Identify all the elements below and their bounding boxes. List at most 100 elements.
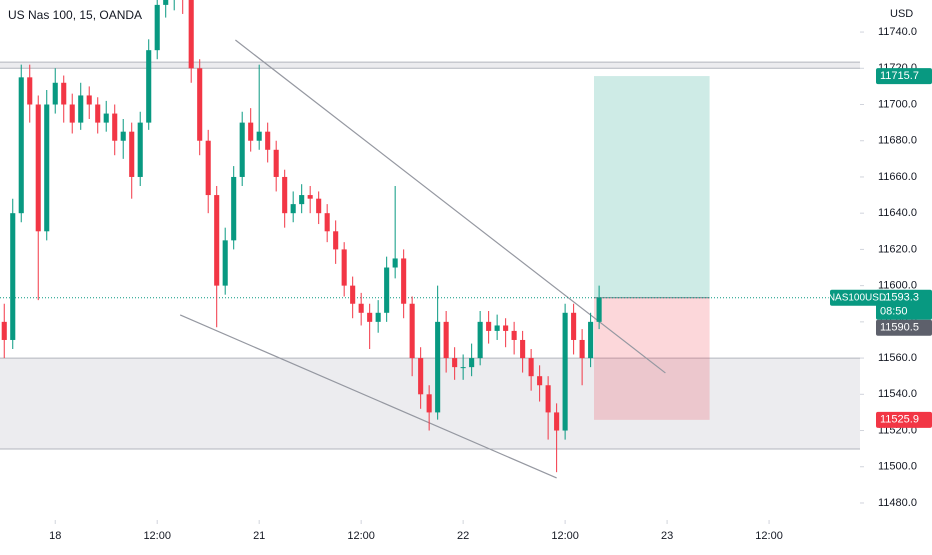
candle-body xyxy=(520,339,526,359)
candle-body xyxy=(588,321,594,359)
candle-body xyxy=(95,104,101,123)
y-tick-label: 11500.0 xyxy=(878,461,917,473)
countdown: 08:50 xyxy=(880,306,908,318)
candle-body xyxy=(44,104,50,232)
candle-body xyxy=(120,131,126,141)
y-tick-label: 11660.0 xyxy=(878,171,917,183)
candle-body xyxy=(401,258,407,304)
candle-body xyxy=(214,195,220,286)
candle-body xyxy=(511,330,517,340)
candle-body xyxy=(35,104,41,232)
x-tick-label: 22 xyxy=(457,530,469,542)
candle-body xyxy=(486,321,492,331)
candle-body xyxy=(477,321,483,359)
trendline xyxy=(179,314,557,479)
candle-body xyxy=(443,321,449,359)
candle-body xyxy=(299,195,305,205)
candle-body xyxy=(10,213,16,340)
candle-body xyxy=(112,113,118,141)
candle-body xyxy=(418,358,424,395)
candle-body xyxy=(69,104,75,123)
candle-body xyxy=(239,122,245,177)
candle-body xyxy=(52,82,58,105)
price-label-box xyxy=(876,319,932,336)
candle-body xyxy=(384,267,390,313)
candle-body xyxy=(256,131,262,141)
y-tick-label: 11480.0 xyxy=(878,497,917,509)
candle-body xyxy=(375,312,381,322)
y-tick-label: 11620.0 xyxy=(878,243,917,255)
candle-body xyxy=(554,412,560,431)
x-tick-label: 12:00 xyxy=(143,530,171,542)
candle-body xyxy=(265,131,271,150)
price-label-box xyxy=(876,289,932,320)
candle-body xyxy=(137,122,143,177)
y-tick-label: 11600.0 xyxy=(878,280,917,292)
candle-body xyxy=(324,213,330,232)
candle-body xyxy=(154,4,160,51)
candle-body xyxy=(290,204,296,214)
trendline xyxy=(235,39,666,374)
candle-body xyxy=(205,140,211,196)
y-tick-label: 11560.0 xyxy=(878,352,917,364)
target-zone xyxy=(594,76,710,298)
candle-body xyxy=(197,68,203,141)
candle-body xyxy=(146,50,152,123)
candle-body xyxy=(392,258,398,268)
price-label: 11590.5 xyxy=(880,322,919,334)
x-tick-label: 21 xyxy=(253,530,265,542)
candle-body xyxy=(358,303,364,313)
candle-body xyxy=(469,358,475,368)
x-tick-label: 12:00 xyxy=(347,530,375,542)
candle-body xyxy=(435,321,441,413)
candle-body xyxy=(1,321,7,340)
candle-body xyxy=(282,176,288,214)
x-tick-label: 23 xyxy=(661,530,673,542)
candle-body xyxy=(103,113,109,123)
candle-body xyxy=(316,198,322,214)
candle-body xyxy=(61,82,67,105)
x-tick-label: 12:00 xyxy=(755,530,783,542)
candle-body xyxy=(78,95,84,123)
candle-body xyxy=(86,95,92,105)
candle-body xyxy=(231,176,237,241)
candle-body xyxy=(222,240,228,286)
candle-body xyxy=(571,312,577,340)
y-tick-label: 11740.0 xyxy=(878,26,917,38)
price-label-box xyxy=(876,68,932,85)
x-tick-label: 12:00 xyxy=(551,530,579,542)
price-label-box xyxy=(876,411,932,428)
y-tick-label: 11540.0 xyxy=(878,388,917,400)
candle-body xyxy=(367,312,373,322)
candle-body xyxy=(426,394,432,413)
candle-body xyxy=(452,358,458,368)
candle-body xyxy=(341,249,347,286)
candle-body xyxy=(562,312,568,431)
candle-body xyxy=(307,195,313,199)
candle-body xyxy=(333,231,339,250)
candle-body xyxy=(273,149,279,177)
candle-body xyxy=(537,376,543,386)
candle-body xyxy=(188,0,194,69)
y-tick-label: 11680.0 xyxy=(878,135,917,147)
candle-body xyxy=(494,325,500,331)
candle-body xyxy=(409,303,415,359)
price-label: 11593.3 xyxy=(880,292,919,304)
symbol-label: NAS100USD xyxy=(828,292,886,303)
chart-title: US Nas 100, 15, OANDA xyxy=(8,8,142,22)
currency-label: USD xyxy=(890,8,913,20)
y-tick-label: 11640.0 xyxy=(878,207,917,219)
candle-body xyxy=(596,297,602,322)
candle-body xyxy=(18,77,24,214)
candle-body xyxy=(579,339,585,359)
price-label: 11525.9 xyxy=(880,414,919,426)
candle-body xyxy=(129,131,135,177)
candle-body xyxy=(460,367,466,369)
candle-body xyxy=(248,122,254,141)
candle-body xyxy=(27,77,33,105)
plot-area xyxy=(0,0,860,479)
candle-body xyxy=(528,358,534,377)
candle-body xyxy=(163,0,169,5)
price-label: 11715.7 xyxy=(880,70,919,82)
